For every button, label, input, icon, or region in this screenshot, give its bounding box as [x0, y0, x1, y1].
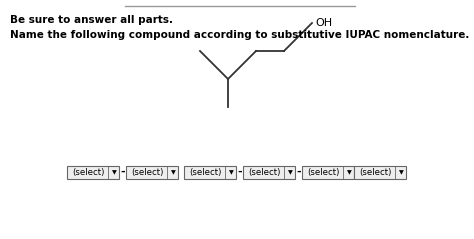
Text: ▼: ▼: [288, 170, 292, 175]
FancyBboxPatch shape: [244, 165, 295, 179]
Text: -: -: [237, 167, 242, 177]
FancyBboxPatch shape: [127, 165, 179, 179]
Text: ▼: ▼: [171, 170, 175, 175]
Text: ▼: ▼: [111, 170, 117, 175]
FancyBboxPatch shape: [67, 165, 119, 179]
Text: Be sure to answer all parts.: Be sure to answer all parts.: [10, 15, 173, 25]
Text: (select): (select): [307, 168, 339, 176]
FancyBboxPatch shape: [355, 165, 407, 179]
Text: (select): (select): [248, 168, 280, 176]
Text: Name the following compound according to substitutive IUPAC nomenclature.: Name the following compound according to…: [10, 30, 469, 40]
Text: ▼: ▼: [346, 170, 351, 175]
Text: (select): (select): [359, 168, 391, 176]
Text: (select): (select): [131, 168, 163, 176]
Text: -: -: [120, 167, 125, 177]
Text: (select): (select): [189, 168, 221, 176]
Text: -: -: [296, 167, 301, 177]
Text: ▼: ▼: [228, 170, 233, 175]
Text: OH: OH: [315, 18, 332, 28]
FancyBboxPatch shape: [184, 165, 237, 179]
Text: ▼: ▼: [399, 170, 403, 175]
Text: (select): (select): [72, 168, 104, 176]
FancyBboxPatch shape: [302, 165, 355, 179]
